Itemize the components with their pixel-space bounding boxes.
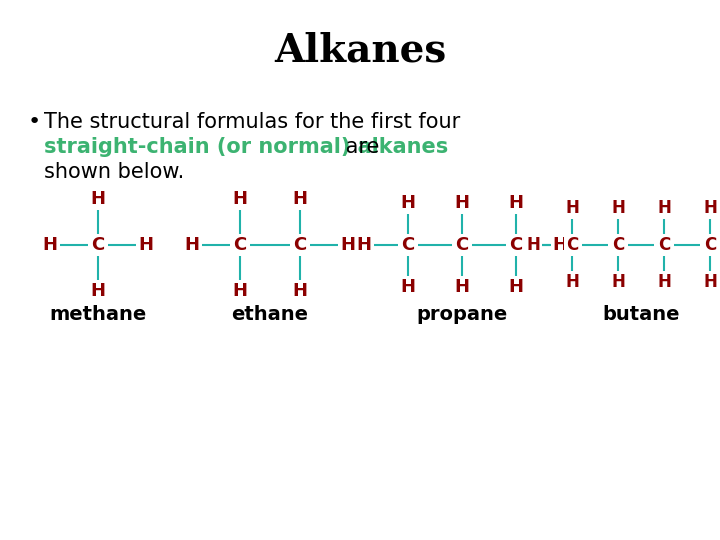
Text: H: H <box>703 199 717 217</box>
Text: H: H <box>611 273 625 291</box>
Text: H: H <box>703 273 717 291</box>
Text: C: C <box>455 236 469 254</box>
Text: H: H <box>657 273 671 291</box>
Text: H: H <box>454 194 469 212</box>
Text: H: H <box>356 236 372 254</box>
Text: ethane: ethane <box>232 306 308 325</box>
Text: C: C <box>233 236 247 254</box>
Text: H: H <box>138 236 153 254</box>
Text: H: H <box>565 273 579 291</box>
Text: C: C <box>401 236 415 254</box>
Text: propane: propane <box>416 306 508 325</box>
Text: The structural formulas for the first four: The structural formulas for the first fo… <box>44 112 460 132</box>
Text: are: are <box>339 137 379 157</box>
Text: H: H <box>526 236 540 254</box>
Text: H: H <box>184 236 199 254</box>
Text: H: H <box>611 199 625 217</box>
Text: H: H <box>341 236 356 254</box>
Text: H: H <box>91 190 106 208</box>
Text: H: H <box>552 236 567 254</box>
Text: C: C <box>293 236 307 254</box>
Text: H: H <box>233 282 248 300</box>
Text: C: C <box>704 236 716 254</box>
Text: Alkanes: Alkanes <box>274 31 446 69</box>
Text: H: H <box>565 199 579 217</box>
Text: C: C <box>91 236 104 254</box>
Text: H: H <box>454 278 469 296</box>
Text: C: C <box>566 236 578 254</box>
Text: H: H <box>42 236 58 254</box>
Text: butane: butane <box>602 306 680 325</box>
Text: C: C <box>658 236 670 254</box>
Text: C: C <box>509 236 523 254</box>
Text: H: H <box>233 190 248 208</box>
Text: H: H <box>508 278 523 296</box>
Text: straight-chain (or normal) alkanes: straight-chain (or normal) alkanes <box>44 137 449 157</box>
Text: methane: methane <box>50 306 147 325</box>
Text: •: • <box>28 112 41 132</box>
Text: H: H <box>508 194 523 212</box>
Text: shown below.: shown below. <box>44 162 184 182</box>
Text: H: H <box>292 190 307 208</box>
Text: C: C <box>612 236 624 254</box>
Text: H: H <box>400 278 415 296</box>
Text: H: H <box>400 194 415 212</box>
Text: H: H <box>91 282 106 300</box>
Text: H: H <box>657 199 671 217</box>
Text: H: H <box>292 282 307 300</box>
